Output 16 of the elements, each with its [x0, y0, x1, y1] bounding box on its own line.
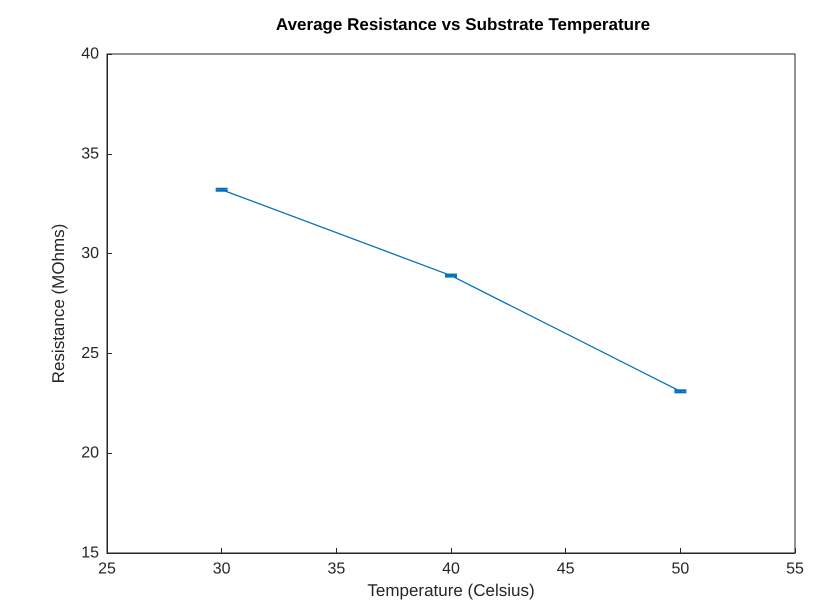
x-tick-label: 40: [442, 560, 460, 578]
x-tick-label: 45: [556, 560, 575, 578]
y-axis-title: Resistance (MOhms): [49, 224, 68, 384]
y-tick-label: 15: [81, 544, 100, 562]
x-tick-label: 55: [786, 560, 804, 578]
y-tick-label: 35: [81, 145, 100, 162]
y-tick-label: 20: [81, 444, 100, 462]
chart-title: Average Resistance vs Substrate Temperature: [276, 15, 650, 34]
x-axis-title: Temperature (Celsius): [367, 580, 535, 600]
x-tick-label: 25: [98, 560, 116, 578]
x-tick-label: 30: [212, 560, 231, 578]
y-tick-label: 30: [81, 245, 100, 262]
x-tick-label: 35: [327, 560, 346, 578]
y-tick-label: 40: [81, 46, 100, 62]
y-tick-label: 25: [81, 344, 100, 362]
x-tick-label: 50: [671, 560, 690, 578]
